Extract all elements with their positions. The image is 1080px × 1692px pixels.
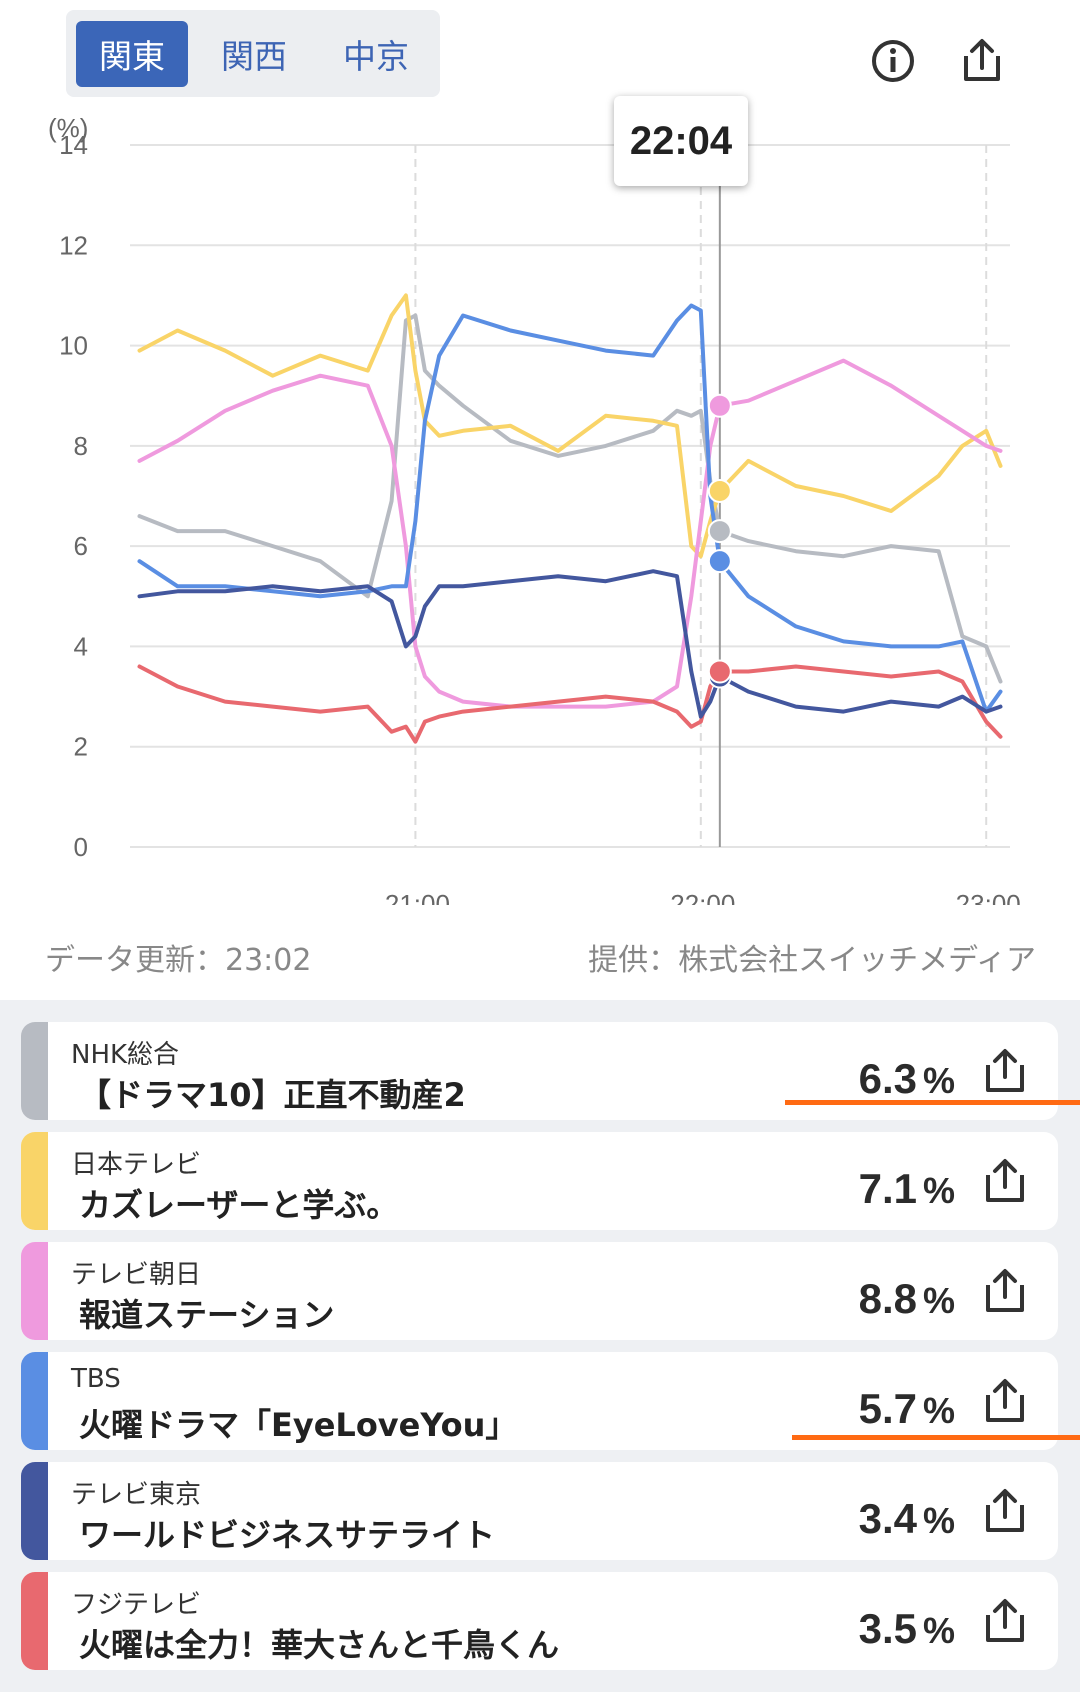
y-tick-label: 2 — [74, 732, 88, 762]
y-tick-label: 14 — [59, 130, 88, 160]
x-tick-label: 22:00 — [670, 889, 735, 905]
channel-card[interactable]: テレビ東京ワールドビジネスサテライト 3.4% — [21, 1462, 1058, 1560]
y-tick-label: 8 — [74, 431, 88, 461]
series-line-0 — [137, 313, 1003, 684]
channel-color-bar — [21, 1022, 48, 1120]
cursor-point-0 — [707, 519, 732, 544]
channel-color-bar — [21, 1462, 48, 1560]
rating-chart: 0 2 4 6 8 10 12 14 21:00 22:00 23:00 (%) — [48, 113, 1021, 905]
chart-grid — [130, 144, 1010, 848]
program-title: 【ドラマ10】正直不動産2 — [79, 1076, 466, 1114]
rating-unit: % — [922, 1280, 955, 1321]
channel-color-bar — [21, 1352, 48, 1450]
channel-card[interactable]: 日本テレビカズレーザーと学ぶ。 7.1% — [21, 1132, 1058, 1230]
cursor-point-1 — [707, 478, 732, 503]
region-tabs: 関東 関西 中京 — [66, 10, 440, 97]
channel-card[interactable]: TBS 火曜ドラマ「EyeLoveYou」 5.7% — [21, 1352, 1058, 1450]
channel-color-bar — [21, 1132, 48, 1230]
update-time: データ更新：23:02 — [45, 943, 312, 978]
channel-color-bar — [21, 1242, 48, 1340]
highlight-mark-tbs — [792, 1435, 1080, 1440]
series-line-4 — [137, 569, 1003, 719]
y-tick-label: 10 — [59, 331, 88, 361]
highlight-mark-nhk — [785, 1100, 1080, 1105]
program-title: 報道ステーション — [79, 1296, 335, 1334]
share-icon[interactable] — [982, 1487, 1028, 1535]
channel-name: テレビ東京 — [71, 1480, 202, 1510]
data-provider: 提供：株式会社スイッチメディア — [588, 943, 1036, 978]
rating-value: 6.3% — [858, 1055, 955, 1102]
x-tick-label: 21:00 — [385, 889, 450, 905]
rating-unit: % — [922, 1060, 955, 1101]
channel-name: テレビ朝日 — [71, 1260, 202, 1290]
channel-card[interactable]: テレビ朝日報道ステーション 8.8% — [21, 1242, 1058, 1340]
channel-color-bar — [21, 1572, 48, 1670]
channel-card[interactable]: NHK総合【ドラマ10】正直不動産2 6.3% — [21, 1022, 1058, 1120]
share-icon[interactable] — [982, 1377, 1028, 1425]
channel-card[interactable]: フジテレビ火曜は全力！華大さんと千鳥くん 3.5% — [21, 1572, 1058, 1670]
tab-kanto[interactable]: 関東 — [76, 21, 188, 87]
rating-unit: % — [922, 1500, 955, 1541]
rating-value: 3.4% — [858, 1495, 955, 1542]
series-line-2 — [137, 358, 1003, 709]
program-title: 火曜ドラマ「EyeLoveYou」 — [79, 1406, 518, 1444]
cursor-point-5 — [707, 659, 732, 684]
rating-unit: % — [922, 1610, 955, 1651]
cursor-point-3 — [707, 549, 732, 574]
rating-unit: % — [922, 1170, 955, 1211]
share-icon[interactable] — [982, 1157, 1028, 1205]
series-line-5 — [137, 664, 1003, 744]
y-axis-ticks: 0 2 4 6 8 10 12 14 — [59, 130, 88, 862]
y-tick-label: 12 — [59, 230, 88, 260]
channel-name: TBS — [71, 1364, 121, 1394]
channel-name: NHK総合 — [71, 1040, 180, 1070]
rating-value: 5.7% — [858, 1385, 955, 1432]
y-tick-label: 0 — [74, 832, 88, 862]
program-title: ワールドビジネスサテライト — [79, 1516, 496, 1554]
tab-chukyo[interactable]: 中京 — [343, 37, 409, 76]
y-tick-label: 4 — [74, 631, 88, 661]
program-title: 火曜は全力！華大さんと千鳥くん — [79, 1626, 560, 1664]
info-icon[interactable] — [868, 36, 918, 86]
x-tick-label: 23:00 — [956, 889, 1021, 905]
cursor-point-2 — [707, 393, 732, 418]
tab-kansai[interactable]: 関西 — [221, 37, 287, 76]
x-axis-ticks: 21:00 22:00 23:00 — [385, 889, 1021, 905]
rating-value: 7.1% — [858, 1165, 955, 1212]
channel-name: 日本テレビ — [71, 1150, 202, 1180]
program-title: カズレーザーと学ぶ。 — [79, 1186, 399, 1224]
rating-unit: % — [922, 1390, 955, 1431]
series-line-1 — [137, 293, 1003, 559]
share-icon[interactable] — [982, 1597, 1028, 1645]
share-icon[interactable] — [982, 1267, 1028, 1315]
cursor-points — [707, 393, 732, 689]
share-icon[interactable] — [957, 36, 1007, 86]
time-tooltip: 22:04 — [614, 96, 748, 186]
y-tick-label: 6 — [74, 531, 88, 561]
series-line-3 — [137, 303, 1003, 714]
chart-series — [137, 293, 1003, 744]
channel-name: フジテレビ — [71, 1590, 202, 1620]
share-icon[interactable] — [982, 1047, 1028, 1095]
y-unit-label: (%) — [48, 113, 88, 143]
rating-value: 3.5% — [858, 1605, 955, 1652]
rating-value: 8.8% — [858, 1275, 955, 1322]
